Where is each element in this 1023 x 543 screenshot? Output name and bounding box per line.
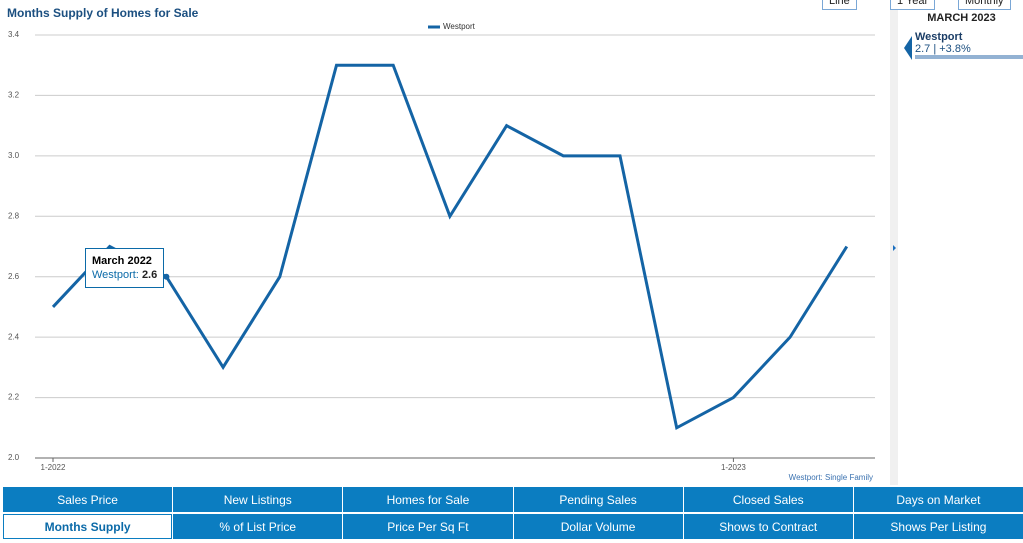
y-tick-label: 3.2 [8, 91, 20, 100]
y-tick-label: 3.0 [8, 151, 20, 160]
sidebar-bar [915, 55, 1023, 59]
tab[interactable]: Shows Per Listing [853, 514, 1023, 539]
tab[interactable]: Shows to Contract [683, 514, 853, 539]
pointer [904, 36, 912, 60]
control-button[interactable]: Line [822, 0, 857, 10]
tab[interactable]: Price Per Sq Ft [343, 514, 513, 539]
tab[interactable]: Sales Price [3, 487, 173, 512]
tooltip-value: 2.6 [141, 269, 158, 281]
tab[interactable]: Days on Market [853, 487, 1023, 512]
y-tick-label: 3.4 [8, 30, 20, 39]
sidebar-text: 2.7 | +3.8% [915, 43, 971, 55]
chart: Months Supply of Homes for Sale Westport… [7, 0, 898, 485]
tab[interactable]: Homes for Sale [343, 487, 513, 512]
tab[interactable]: Months Supply [3, 514, 173, 539]
y-tick-label: 2.6 [8, 272, 20, 281]
control-button[interactable]: Monthly [958, 0, 1011, 10]
y-tick-label: 2.2 [8, 393, 20, 402]
y-tick-label: 2.0 [8, 453, 20, 462]
data-line [51, 63, 849, 431]
sidebar-name: Westport [915, 31, 963, 43]
tab[interactable]: % of List Price [173, 514, 343, 539]
tab[interactable]: New Listings [173, 487, 343, 512]
x-tick-label: 1-2023 [721, 463, 746, 472]
tab[interactable]: Dollar Volume [513, 514, 683, 539]
y-tick-label: 2.4 [8, 332, 20, 341]
sidebar-period: MARCH 2023 [927, 12, 996, 24]
tooltip-title: March 2022 [92, 255, 152, 267]
sidebar: MARCH 2023 Westport 2.7 | +3.8% [900, 0, 1023, 480]
chart-title: Months Supply of Homes for Sale [7, 6, 199, 20]
tab[interactable]: Closed Sales [683, 487, 853, 512]
legend-label: Westport [443, 22, 476, 31]
tab[interactable]: Pending Sales [513, 487, 683, 512]
y-tick-label: 2.8 [8, 211, 20, 220]
expand-arrow[interactable] [893, 245, 896, 251]
tooltip-series: Westport: [92, 269, 139, 281]
footnote: Westport: Single Family [789, 473, 873, 482]
hover-marker [163, 273, 170, 280]
tooltip: March 2022 Westport: 2.6 [85, 248, 165, 288]
panel-divider [890, 0, 898, 485]
x-tick-label: 1-2022 [41, 463, 66, 472]
control-button[interactable]: 1 Year [890, 0, 936, 10]
tab-bar: Sales Price New Listings Homes for Sale Pen… [3, 487, 1023, 539]
